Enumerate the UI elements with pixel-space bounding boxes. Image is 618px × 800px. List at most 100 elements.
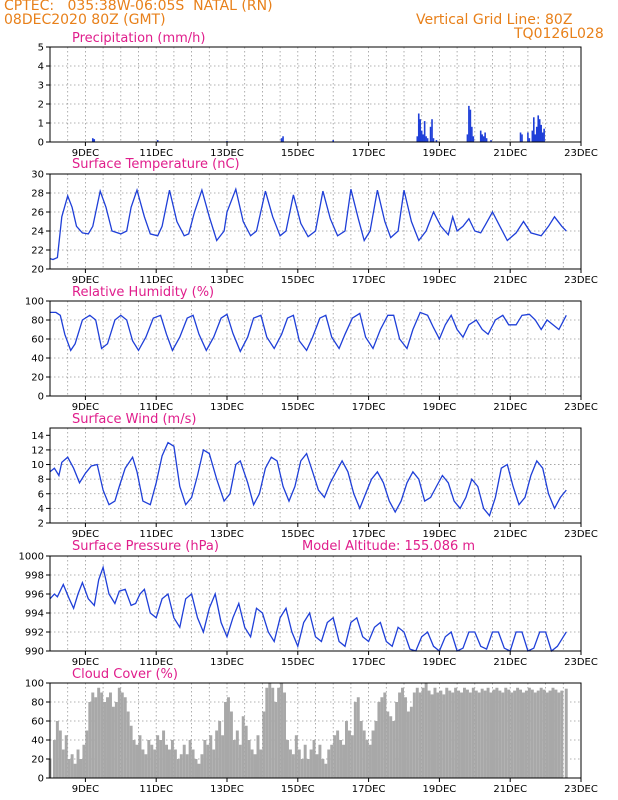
precipitation-bar [91, 138, 94, 142]
cloud-cover-bar [371, 730, 375, 778]
temperature-frame [49, 173, 582, 270]
cloud-cover-bar [533, 692, 537, 778]
precipitation-ytick-label: 5 [38, 43, 44, 54]
cloud-cover-bar [345, 721, 348, 778]
cloud-cover-bar [82, 744, 86, 778]
pressure-series-line [49, 565, 567, 653]
precipitation-xtick-label: 9DEC [72, 148, 99, 159]
cloud-cover-bar [144, 754, 148, 778]
humidity-frame [49, 300, 582, 397]
cloud-cover-bar [315, 754, 319, 778]
cloud-cover-bar [117, 687, 121, 778]
pressure-ytick-label: 998 [25, 571, 44, 582]
cloud-cover-bar [347, 730, 351, 778]
cloud-cover-bar [153, 749, 157, 778]
header-model-code: TQ0126L028 [514, 26, 604, 42]
precipitation-xtick-label: 11DEC [139, 148, 173, 159]
cloud-cover-bar [398, 692, 402, 778]
cloud-cover-bar [150, 744, 154, 778]
cloud-cover-bar [271, 687, 275, 778]
cloud-cover-bar [365, 740, 369, 778]
pressure-frame [49, 555, 582, 652]
cloud-cover-bar [554, 689, 558, 778]
precipitation-xtick-label: 23DEC [564, 148, 598, 159]
cloud-cover-bar [58, 730, 62, 778]
pressure-xtick-label: 17DEC [352, 657, 386, 668]
cloud-cover-bar [439, 690, 443, 778]
cloud-cover-bar [492, 689, 496, 778]
cloud-cover-ytick-label: 0 [38, 774, 44, 785]
precipitation-bar [484, 132, 486, 142]
cloud-cover-bar [404, 697, 407, 778]
cloud-cover-bar [362, 730, 366, 778]
pressure-xtick-label: 15DEC [281, 657, 315, 668]
humidity-ytick-label: 20 [31, 373, 44, 384]
pressure-xtick-label: 13DEC [210, 657, 244, 668]
precipitation-bar [420, 130, 423, 142]
cloud-cover-xtick-label: 15DEC [281, 784, 315, 795]
temperature-xtick-label: 17DEC [352, 275, 386, 286]
cloud-cover-bar [283, 692, 286, 778]
cloud-cover-bar [262, 711, 266, 778]
cloud-cover-bar [483, 690, 487, 778]
cloud-cover-bar [406, 711, 410, 778]
precipitation-bar [425, 136, 427, 142]
cloud-cover-bar [468, 692, 472, 778]
cloud-cover-bar [551, 687, 555, 778]
cloud-cover-bar [109, 692, 112, 778]
cloud-cover-bar [229, 711, 233, 778]
precipitation-bar [541, 132, 544, 142]
cloud-cover-bar [519, 689, 522, 778]
cloud-cover-bar [182, 744, 186, 778]
temperature-ytick-label: 30 [31, 170, 44, 181]
temperature-xtick-label: 21DEC [493, 275, 527, 286]
temperature-xtick-label: 11DEC [139, 275, 173, 286]
cloud-cover-bar [395, 702, 399, 778]
cloud-cover-bar [536, 690, 540, 778]
temperature-xtick-label: 23DEC [564, 275, 598, 286]
humidity-xtick-label: 11DEC [139, 402, 173, 413]
precipitation-bar [528, 138, 531, 142]
cloud-cover-bar [159, 740, 163, 778]
header-date: 08DEC2020 80Z (GMT) [4, 12, 166, 28]
cloud-cover-bar [79, 759, 83, 778]
cloud-cover-bar [463, 687, 466, 778]
cloud-cover-frame [49, 682, 582, 779]
precipitation-bar [471, 126, 473, 142]
wind-xtick-label: 13DEC [210, 529, 244, 540]
cloud-cover-bar [280, 683, 284, 778]
cloud-cover-bar [91, 692, 95, 778]
cloud-cover-xtick-label: 19DEC [423, 784, 457, 795]
wind-xtick-label: 11DEC [139, 529, 173, 540]
cloud-cover-bar [188, 740, 192, 778]
precipitation-xtick-label: 15DEC [281, 148, 315, 159]
precipitation-bar [519, 132, 522, 142]
precipitation-bar [466, 134, 469, 142]
cloud-cover-bar [333, 735, 337, 778]
cloud-cover-bar [176, 759, 180, 778]
cloud-cover-bar [342, 744, 345, 778]
cloud-cover-bar [103, 702, 107, 778]
precipitation-ytick-label: 0 [38, 138, 44, 149]
cloud-cover-bar [191, 749, 195, 778]
cloud-cover-bar [111, 706, 115, 778]
temperature-ytick-label: 26 [31, 208, 44, 219]
cloud-cover-bar [374, 721, 378, 778]
precipitation-bar [481, 134, 483, 142]
precipitation-bar [482, 136, 485, 142]
precipitation-bar [429, 126, 432, 142]
cloud-cover-bar [162, 730, 166, 778]
temperature-series-line [49, 186, 567, 261]
cloud-cover-bar [424, 683, 428, 778]
precipitation-title: Precipitation (mm/h) [72, 31, 205, 46]
cloud-cover-xtick-label: 17DEC [352, 784, 386, 795]
cloud-cover-bar [445, 687, 449, 778]
cloud-cover-bar [368, 744, 372, 778]
cloud-cover-bar [380, 697, 384, 778]
cloud-cover-bar [106, 697, 109, 778]
cloud-cover-bar [421, 687, 425, 778]
cloud-cover-bar [415, 687, 419, 778]
cloud-cover-bar [232, 740, 236, 778]
cloud-cover-bar [141, 749, 145, 778]
humidity-ytick-label: 60 [31, 335, 44, 346]
